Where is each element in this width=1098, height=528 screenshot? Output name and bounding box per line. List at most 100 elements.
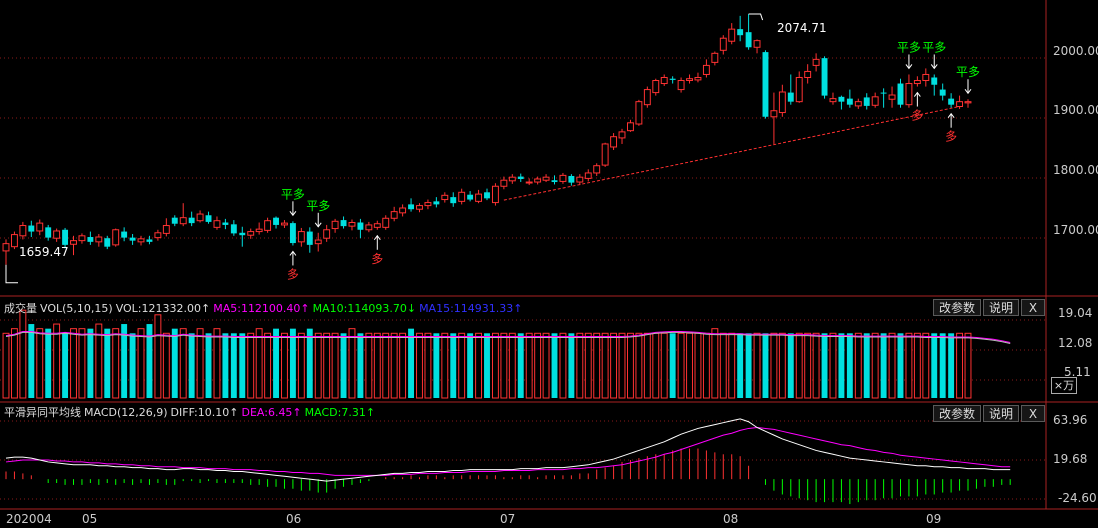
candle-body [559, 174, 567, 182]
candle-body [441, 194, 449, 201]
candle-body [222, 222, 229, 225]
candle-body [829, 98, 837, 103]
candle-body [70, 240, 77, 245]
candle-body [281, 222, 288, 226]
volume-bar [78, 328, 86, 399]
candle-body [314, 239, 322, 245]
volume-bar [787, 333, 794, 398]
date-axis: 202004 05 06 07 08 09 [6, 512, 941, 526]
volume-bar [854, 332, 862, 399]
macd-diff: DIFF:10.10↑ [170, 406, 239, 419]
candle-body [913, 80, 921, 85]
candle-body [306, 231, 313, 245]
volume-value: VOL:121332.00↑ [115, 302, 211, 315]
volume-bar [36, 328, 44, 399]
volume-bar [762, 333, 769, 398]
volume-bar [484, 333, 490, 398]
volume-bar [905, 332, 913, 399]
volume-bar [660, 332, 668, 399]
flat-signal-label: 平多 [956, 65, 980, 79]
low-price-label: 1659.47 [19, 245, 69, 259]
volume-bar [365, 332, 373, 399]
volume-bar [188, 333, 195, 398]
volume-bar [162, 332, 170, 399]
price-axis: 2000.00 1900.00 1800.00 1700.00 [1053, 44, 1098, 237]
volume-bar [593, 332, 601, 399]
candle-body [10, 234, 18, 248]
macd-series [5, 418, 1011, 505]
signal-arrowhead [930, 64, 938, 70]
candle-body [53, 230, 61, 239]
macd-help-button[interactable]: 说明 [983, 405, 1019, 422]
volume-bar [281, 332, 288, 399]
volume-bar [53, 323, 61, 399]
candle-body [584, 172, 592, 179]
candle-body [948, 98, 955, 105]
candle-body [821, 58, 828, 96]
candle-body [2, 243, 10, 252]
date-tick: 05 [82, 512, 97, 526]
volume-bar [711, 328, 719, 399]
candle-body [964, 101, 972, 104]
vol-ma5: MA5:112100.40↑ [213, 302, 310, 315]
macd-close-button[interactable]: X [1021, 405, 1045, 422]
volume-bar [112, 328, 120, 399]
volume-bar [179, 328, 187, 399]
candle-body [517, 176, 524, 180]
volume-unit-button[interactable]: ×万 [1051, 377, 1077, 394]
diff-line [5, 418, 1011, 482]
volume-bar [880, 333, 887, 398]
candle-body [762, 52, 769, 117]
macd-params-button[interactable]: 改参数 [933, 405, 981, 422]
volume-bar [576, 332, 584, 399]
volume-bar [230, 333, 237, 398]
candle-body [297, 231, 305, 243]
date-tick: 06 [286, 512, 301, 526]
candle-body [551, 180, 558, 183]
volume-close-button[interactable]: X [1021, 299, 1045, 316]
volume-params-button[interactable]: 改参数 [933, 299, 981, 316]
volume-bar [357, 333, 364, 398]
volume-bar [399, 332, 407, 399]
volume-bar [323, 332, 331, 399]
candle-body [838, 96, 845, 102]
candle-body [213, 220, 221, 228]
volume-help-button[interactable]: 说明 [983, 299, 1019, 316]
candle-body [424, 202, 432, 207]
candle-body [525, 181, 533, 184]
candle-body [179, 217, 187, 225]
volume-bar [255, 328, 263, 399]
candle-body [382, 217, 390, 228]
candle-body [467, 194, 474, 200]
candle-body [390, 211, 398, 219]
volume-bar [416, 332, 423, 399]
flat-signal-label: 平多 [306, 199, 330, 213]
volume-bar [702, 332, 710, 399]
candle-body [719, 37, 727, 51]
date-tick: 07 [500, 512, 515, 526]
volume-bar [821, 333, 828, 398]
volume-bar [677, 332, 685, 399]
candle-body [196, 213, 204, 222]
volume-bar [610, 332, 618, 399]
macd-value: MACD:7.31↑ [304, 406, 376, 419]
volume-bar [525, 332, 533, 399]
volume-bar [795, 332, 803, 399]
volume-bar [154, 314, 162, 399]
volume-bar [289, 328, 296, 398]
volume-tick: 19.04 [1058, 306, 1092, 320]
candle-body [230, 224, 237, 234]
candle-body [373, 223, 381, 228]
volume-bar [121, 324, 128, 398]
volume-bar [542, 332, 550, 399]
candle-body [854, 101, 862, 107]
signal-arrowhead [947, 112, 955, 119]
signal-arrowhead [289, 211, 297, 217]
volume-bar [948, 333, 955, 398]
volume-bar [467, 333, 474, 398]
candle-body [787, 92, 794, 102]
flat-signal-label: 平多 [897, 40, 921, 54]
volume-bar [441, 332, 449, 399]
candle-body [593, 165, 601, 174]
